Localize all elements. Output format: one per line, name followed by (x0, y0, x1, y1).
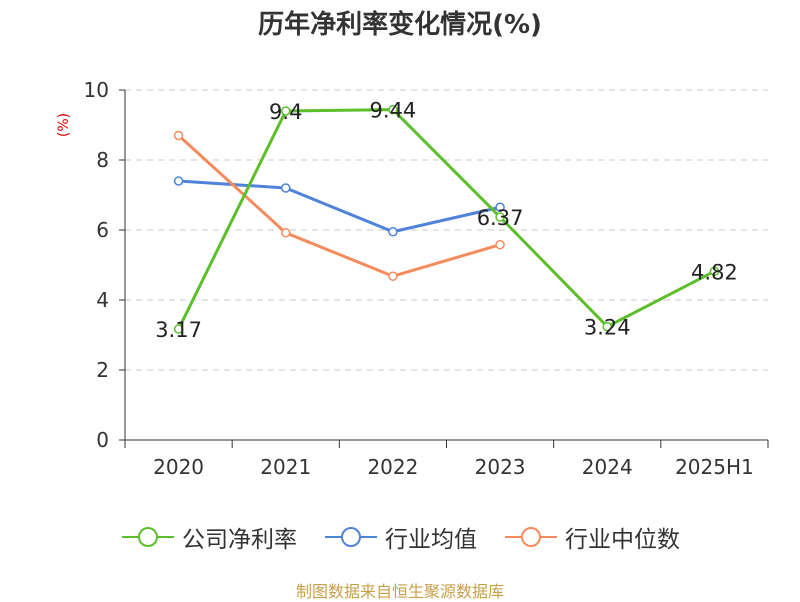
legend-label: 公司净利率 (182, 527, 297, 553)
x-tick-label: 2021 (260, 455, 311, 479)
data-point (709, 266, 720, 277)
data-label: 9.4 (269, 100, 302, 124)
data-point (173, 130, 184, 141)
legend-marker-icon (122, 527, 174, 547)
data-point (281, 183, 291, 193)
x-tick-label: 2022 (367, 455, 418, 479)
x-tick-label: 2024 (582, 455, 633, 479)
data-point (388, 227, 398, 237)
legend-item[interactable]: 公司净利率 (120, 520, 297, 554)
x-tick-label: 2020 (153, 455, 204, 479)
data-point (388, 271, 398, 281)
legend: 公司净利率 行业均值 行业中位数 (0, 520, 800, 554)
y-axis-label: (%) (56, 113, 72, 137)
data-label: 4.82 (691, 260, 738, 284)
legend-marker-icon (505, 527, 557, 547)
legend-item[interactable]: 行业均值 (323, 520, 477, 554)
data-point (388, 104, 398, 115)
y-tick-label: 0 (96, 428, 109, 452)
y-tick-label: 8 (96, 148, 109, 172)
legend-marker-icon (325, 527, 377, 547)
y-tick-label: 2 (96, 358, 109, 382)
data-label: 9.44 (370, 99, 417, 123)
y-tick-label: 4 (96, 288, 109, 312)
data-point (602, 321, 612, 332)
data-label: 6.37 (477, 206, 524, 230)
series-line (177, 108, 716, 330)
data-point (495, 202, 505, 212)
series-line (177, 134, 501, 278)
data-label: 3.17 (155, 318, 202, 342)
series-line (178, 179, 501, 234)
axes: 0 2 4 6 8 10 (%) 2020 2021 2022 2023 2024 2025H1 (56, 78, 769, 479)
legend-label: 行业中位数 (565, 527, 680, 553)
grid-lines (125, 89, 768, 371)
data-point (281, 106, 291, 116)
y-tick-label: 6 (96, 218, 109, 242)
chart-title: 历年净利率变化情况(%) (258, 10, 542, 40)
data-point (495, 212, 505, 222)
data-point (173, 176, 184, 186)
series-group (173, 104, 720, 334)
data-point (495, 239, 505, 250)
legend-label: 行业均值 (385, 527, 477, 553)
data-point (173, 324, 184, 334)
data-label: 3.24 (584, 316, 631, 340)
x-tick-label: 2023 (475, 455, 526, 479)
x-tick-label: 2025H1 (675, 455, 754, 479)
source-note: 制图数据来自恒生聚源数据库 (295, 582, 504, 601)
data-labels: 3.17 9.4 9.44 6.37 3.24 4.82 (155, 99, 738, 342)
data-point (281, 228, 291, 238)
y-tick-label: 10 (84, 78, 109, 102)
legend-item[interactable]: 行业中位数 (503, 520, 680, 554)
